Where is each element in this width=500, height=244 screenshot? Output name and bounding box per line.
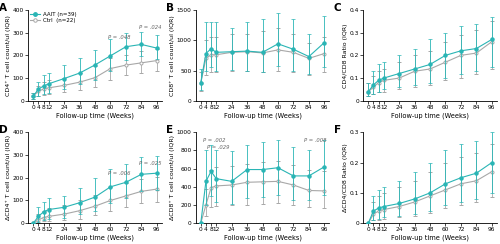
Text: P = .024: P = .024 xyxy=(139,25,162,30)
X-axis label: Follow-up time (Weeks): Follow-up time (Weeks) xyxy=(224,112,302,119)
Text: F: F xyxy=(334,125,341,135)
Y-axis label: CD8⁺ T cell count/ul (IQR): CD8⁺ T cell count/ul (IQR) xyxy=(170,15,174,96)
Text: D: D xyxy=(0,125,8,135)
Text: C: C xyxy=(334,3,342,13)
Y-axis label: CD4/CD8 Ratio (IQR): CD4/CD8 Ratio (IQR) xyxy=(342,23,347,88)
Y-axis label: ΔCD4⁺ T cell count/ul (IQR): ΔCD4⁺ T cell count/ul (IQR) xyxy=(6,135,10,220)
Y-axis label: CD4⁺ T cell count/ul (IQR): CD4⁺ T cell count/ul (IQR) xyxy=(6,15,10,96)
Text: P = .025: P = .025 xyxy=(139,161,162,166)
Text: E: E xyxy=(166,125,173,135)
Text: P = .048: P = .048 xyxy=(108,35,130,40)
Text: P = .008: P = .008 xyxy=(304,138,326,143)
X-axis label: Follow-up time (Weeks): Follow-up time (Weeks) xyxy=(391,234,469,241)
Y-axis label: ΔCD8⁺ T cell count/ul (IQR): ΔCD8⁺ T cell count/ul (IQR) xyxy=(170,135,174,220)
X-axis label: Follow-up time (Weeks): Follow-up time (Weeks) xyxy=(391,112,469,119)
Text: P = .029: P = .029 xyxy=(207,144,230,150)
X-axis label: Follow-up time (Weeks): Follow-up time (Weeks) xyxy=(224,234,302,241)
X-axis label: Follow-up time (Weeks): Follow-up time (Weeks) xyxy=(56,112,134,119)
Text: P = .006: P = .006 xyxy=(108,171,130,176)
Y-axis label: ΔCD4/CD8 Ratio (IQR): ΔCD4/CD8 Ratio (IQR) xyxy=(342,143,347,212)
Text: B: B xyxy=(166,3,174,13)
Text: A: A xyxy=(0,3,6,13)
X-axis label: Follow-up time (Weeks): Follow-up time (Weeks) xyxy=(56,234,134,241)
Text: P = .002: P = .002 xyxy=(204,138,226,143)
Legend: AAIT (n=39), Ctrl  (n=22): AAIT (n=39), Ctrl (n=22) xyxy=(29,11,77,23)
